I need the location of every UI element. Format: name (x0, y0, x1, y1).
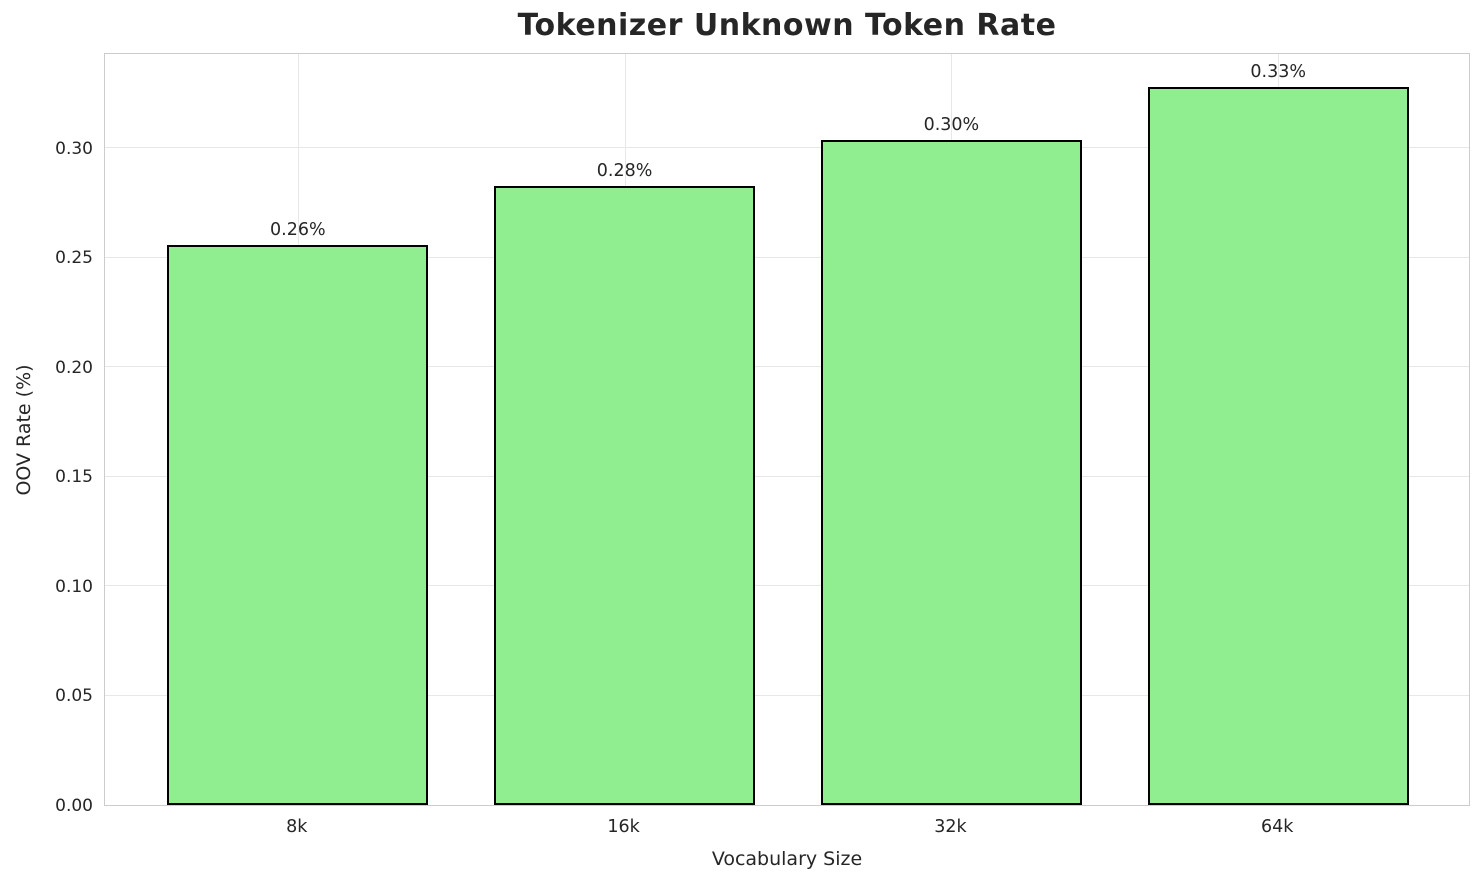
bar (167, 244, 429, 805)
y-grid-line (105, 475, 1469, 477)
x-tick-label: 64k (1260, 817, 1294, 837)
y-grid-line (105, 256, 1469, 258)
y-tick-label: 0.15 (55, 467, 93, 488)
chart-title: Tokenizer Unknown Token Rate (517, 8, 1057, 43)
bar-value-label: 0.26% (270, 219, 326, 240)
y-grid-line (105, 585, 1469, 587)
y-tick-label: 0.00 (55, 795, 93, 816)
bar-value-label: 0.28% (596, 160, 653, 181)
y-tick-label: 0.25 (55, 248, 93, 269)
bar-value-label: 0.33% (1250, 62, 1306, 83)
bar (820, 139, 1082, 805)
plot-area: 0.26% 0.28% 0.30% 0.33% (104, 53, 1470, 806)
x-axis-label: Vocabulary Size (711, 848, 863, 870)
x-tick-label: 32k (934, 817, 967, 837)
bar (494, 185, 756, 805)
y-tick-label: 0.05 (55, 686, 93, 707)
y-tick-label: 0.30 (55, 138, 93, 159)
x-tick-label: 16k (607, 817, 640, 837)
y-tick-label: 0.20 (55, 357, 93, 378)
y-grid-line (105, 366, 1469, 368)
y-tick-label: 0.10 (55, 576, 93, 597)
bar (1147, 87, 1409, 805)
bar-value-label: 0.30% (923, 114, 980, 135)
y-grid-line (105, 694, 1469, 696)
y-grid-line (105, 147, 1469, 149)
x-tick-label: 8k (286, 817, 308, 837)
